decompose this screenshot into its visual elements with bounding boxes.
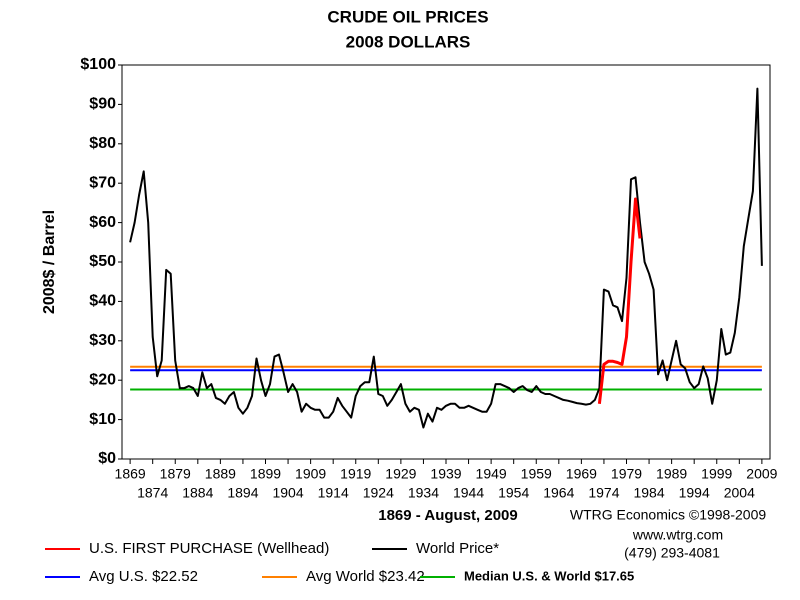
- credit: (479) 293-4081: [624, 545, 720, 561]
- x-tick-label: 1904: [272, 485, 303, 501]
- x-tick-label: 1899: [250, 466, 281, 482]
- x-tick-label: 1929: [385, 466, 416, 482]
- chart-title: CRUDE OIL PRICES: [327, 7, 488, 26]
- x-tick-label: 1979: [611, 466, 642, 482]
- credit: WTRG Economics ©1998-2009: [570, 507, 766, 523]
- x-tick-label: 1939: [430, 466, 461, 482]
- x-tick-label: 2004: [724, 485, 755, 501]
- x-tick-label: 1999: [701, 466, 732, 482]
- x-tick-label: 1889: [205, 466, 236, 482]
- y-tick-label: $90: [89, 96, 116, 113]
- x-tick-label: 1879: [160, 466, 191, 482]
- x-tick-label: 1884: [182, 485, 213, 501]
- y-tick-label: $50: [89, 253, 116, 270]
- series-line: [129, 87, 763, 429]
- x-tick-label: 1964: [543, 485, 574, 501]
- y-tick-label: $10: [89, 411, 116, 428]
- y-axis-label: 2008$ / Barrel: [41, 210, 58, 314]
- y-tick-label: $0: [98, 450, 116, 467]
- x-tick-label: 1874: [137, 485, 168, 501]
- x-tick-label: 1969: [566, 466, 597, 482]
- x-tick-label: 1949: [476, 466, 507, 482]
- x-tick-label: 1894: [227, 485, 258, 501]
- x-tick-label: 1974: [588, 485, 619, 501]
- x-tick-label: 1934: [408, 485, 439, 501]
- legend-label: Median U.S. & World $17.65: [464, 568, 634, 583]
- x-tick-label: 1869: [115, 466, 146, 482]
- x-tick-label: 1984: [633, 485, 664, 501]
- y-tick-label: $30: [89, 332, 116, 349]
- x-tick-label: 1954: [498, 485, 529, 501]
- x-tick-label: 1989: [656, 466, 687, 482]
- y-tick-label: $60: [89, 214, 116, 231]
- y-tick-label: $80: [89, 135, 116, 152]
- x-tick-label: 1919: [340, 466, 371, 482]
- x-tick-label: 1909: [295, 466, 326, 482]
- y-tick-label: $40: [89, 293, 116, 310]
- x-tick-label: 1959: [521, 466, 552, 482]
- x-tick-label: 1924: [363, 485, 394, 501]
- x-tick-label: 2009: [746, 466, 777, 482]
- legend-label: Avg World $23.42: [306, 568, 425, 585]
- y-tick-label: $20: [89, 371, 116, 388]
- legend-label: Avg U.S. $22.52: [89, 568, 198, 585]
- y-tick-label: $100: [80, 56, 116, 73]
- legend-label: World Price*: [416, 540, 499, 557]
- series-line: [597, 197, 642, 404]
- x-tick-label: 1994: [679, 485, 710, 501]
- x-tick-label: 1944: [453, 485, 484, 501]
- y-tick-label: $70: [89, 174, 116, 191]
- chart-subtitle: 2008 DOLLARS: [346, 32, 471, 51]
- x-tick-label: 1914: [318, 485, 349, 501]
- credit: www.wtrg.com: [632, 527, 723, 543]
- legend-label: U.S. FIRST PURCHASE (Wellhead): [89, 540, 329, 557]
- x-axis-label: 1869 - August, 2009: [378, 507, 518, 524]
